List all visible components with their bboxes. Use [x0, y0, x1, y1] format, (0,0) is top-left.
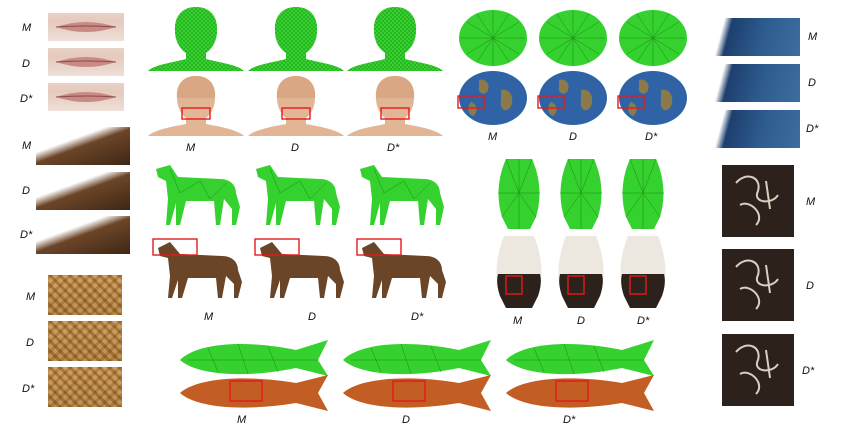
lips-crop-d — [48, 48, 124, 76]
lips-label-m: M — [22, 22, 32, 34]
earth-crop-dstar — [706, 110, 800, 148]
horse-render-icon-m — [152, 238, 242, 298]
earth-crop-label-d: D — [808, 77, 816, 89]
fish-label-d: D — [402, 414, 410, 426]
vase-label-d: D — [577, 315, 585, 327]
horse-crop-d — [36, 172, 130, 210]
horse-render-icon-d — [254, 238, 344, 298]
horse-crop-dstar — [36, 216, 130, 254]
earth-mesh-icon-dstar — [619, 10, 687, 66]
fish-label-dstar: D* — [563, 414, 576, 426]
earth-crop-label-m: M — [808, 31, 818, 43]
earth-label-m: M — [488, 131, 498, 143]
fish-crop-dstar — [48, 367, 122, 407]
head-mesh-icon-m — [148, 7, 244, 71]
horse-label-dstar: D* — [411, 311, 424, 323]
fish-render-icon-m — [180, 375, 328, 411]
vase-mesh-icon-m — [498, 158, 540, 229]
head-render-icon-m — [148, 76, 244, 136]
lips-label-d: D — [22, 58, 30, 70]
fish-crop-d — [48, 321, 122, 361]
earth-render-icon-d — [537, 71, 607, 125]
head-label-m: M — [186, 142, 196, 154]
earth-render-icon-m — [457, 71, 527, 125]
horse-crop-label-d: D — [22, 185, 30, 197]
vase-pattern-icon — [735, 344, 779, 395]
earth-crop-d — [706, 64, 800, 102]
horse-render-icon-dstar — [356, 238, 446, 298]
head-label-dstar: D* — [387, 142, 400, 154]
head-render-icon-d — [248, 76, 344, 136]
fish-mesh-icon-m — [180, 340, 328, 376]
earth-label-dstar: D* — [645, 131, 658, 143]
earth-crop-label-dstar: D* — [806, 123, 819, 135]
fish-crop-m — [48, 275, 122, 315]
fish-crop-label-m: M — [26, 291, 36, 303]
fish-crop-label-d: D — [26, 337, 34, 349]
vase-pattern-icon — [735, 175, 779, 226]
vase-crop-dstar — [722, 334, 794, 406]
fish-render-icon-d — [343, 375, 491, 411]
earth-render-icon-dstar — [617, 71, 687, 125]
vase-render-icon-m — [496, 236, 542, 308]
fish-mesh-icon-dstar — [506, 340, 654, 376]
horse-crop-label-dstar: D* — [20, 229, 33, 241]
earth-mesh-icon-d — [539, 10, 607, 66]
vase-label-dstar: D* — [637, 315, 650, 327]
horse-label-d: D — [308, 311, 316, 323]
earth-label-d: D — [569, 131, 577, 143]
vase-mesh-icon-dstar — [622, 158, 664, 229]
vase-mesh-icon-d — [560, 158, 602, 229]
horse-mesh-icon-m — [156, 165, 240, 225]
vase-crop-label-m: M — [806, 196, 816, 208]
horse-crop-label-m: M — [22, 140, 32, 152]
fish-label-m: M — [237, 414, 247, 426]
vase-crop-d — [722, 249, 794, 321]
horse-crop-m — [36, 127, 130, 165]
horse-mesh-icon-dstar — [360, 165, 444, 225]
vase-crop-label-dstar: D* — [802, 365, 815, 377]
vase-label-m: M — [513, 315, 523, 327]
vase-render-icon-dstar — [620, 236, 666, 308]
head-mesh-icon-d — [248, 7, 344, 71]
horse-mesh-icon-d — [256, 165, 340, 225]
lips-icon — [55, 22, 117, 32]
vase-crop-label-d: D — [806, 280, 814, 292]
vase-render-icon-d — [558, 236, 604, 308]
earth-mesh-icon-m — [459, 10, 527, 66]
lips-icon — [55, 57, 117, 67]
earth-crop-m — [706, 18, 800, 56]
head-render-icon-dstar — [347, 76, 443, 136]
lips-icon — [55, 92, 117, 102]
vase-crop-m — [722, 165, 794, 237]
fish-mesh-icon-d — [343, 340, 491, 376]
lips-crop-m — [48, 13, 124, 41]
head-mesh-icon-dstar — [347, 7, 443, 71]
vase-pattern-icon — [735, 259, 779, 310]
head-label-d: D — [291, 142, 299, 154]
fish-crop-label-dstar: D* — [22, 383, 35, 395]
lips-crop-dstar — [48, 83, 124, 111]
horse-label-m: M — [204, 311, 214, 323]
lips-label-dstar: D* — [20, 93, 33, 105]
fish-render-icon-dstar — [506, 375, 654, 411]
